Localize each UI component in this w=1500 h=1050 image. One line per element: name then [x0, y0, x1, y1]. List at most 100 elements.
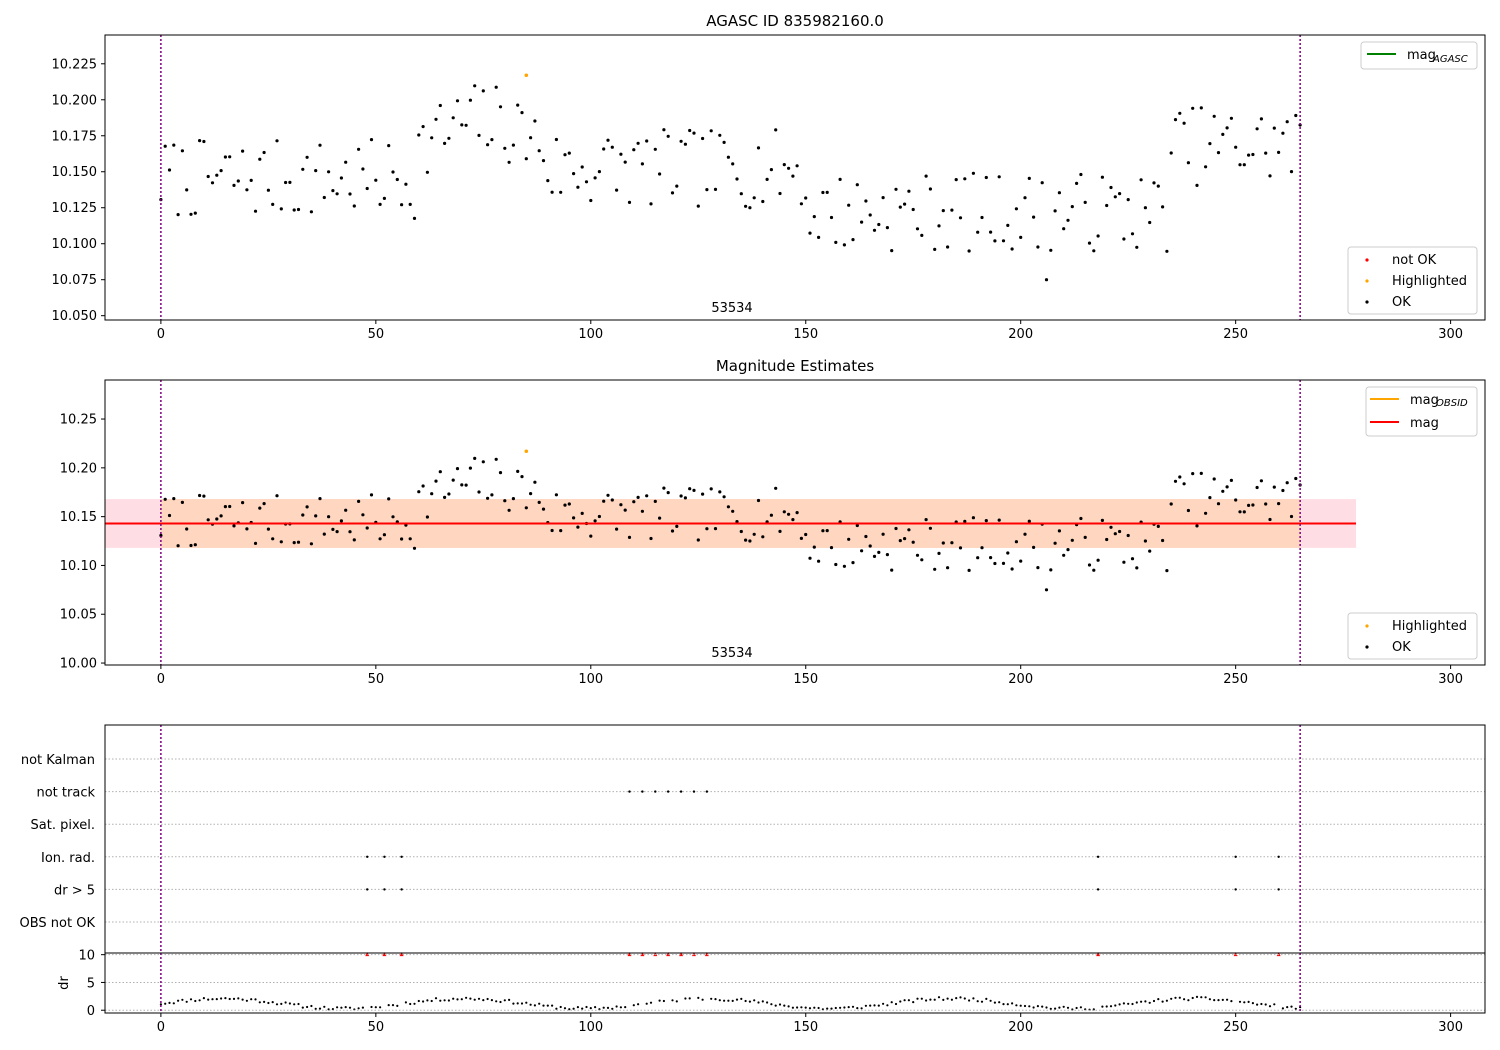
data-point-ok [1006, 223, 1010, 227]
data-point-ok [1199, 106, 1203, 110]
data-point-ok [202, 139, 206, 144]
plot-background [159, 35, 1302, 320]
x-tick-label: 0 [157, 327, 165, 342]
data-point-ok [507, 160, 511, 164]
dr-point [263, 1000, 266, 1004]
data-point-ok [825, 529, 829, 533]
dr-point [594, 1006, 597, 1009]
data-point-ok [679, 139, 683, 143]
data-point-ok [915, 227, 920, 231]
data-point-ok [580, 165, 584, 169]
data-point-ok [971, 516, 976, 520]
data-point-ok [791, 518, 795, 522]
dr-point [1127, 1002, 1130, 1005]
dr-point [224, 997, 227, 1000]
data-point-ok [1130, 232, 1135, 236]
dr-point [985, 997, 988, 1001]
data-point-ok [309, 210, 313, 214]
dr-point [925, 999, 928, 1002]
data-point-ok [511, 497, 515, 501]
data-point-ok [206, 518, 210, 522]
data-point-ok [305, 155, 309, 159]
data-point-ok [387, 497, 391, 501]
data-point-ok [1062, 553, 1066, 557]
dr-point [1019, 1004, 1022, 1007]
data-point-ok [567, 151, 571, 155]
data-point-ok [1019, 235, 1023, 239]
data-point-ok [1109, 525, 1113, 529]
data-point-ok [885, 553, 890, 557]
dr-point [232, 997, 236, 1001]
data-point-ok [907, 189, 911, 193]
data-point-ok [430, 492, 434, 496]
data-point-ok [412, 546, 417, 550]
dr-point [1161, 1000, 1164, 1003]
dr-point [1178, 996, 1181, 999]
data-point-ok [898, 205, 902, 209]
data-point-ok [292, 541, 296, 545]
data-point-ok [430, 136, 434, 140]
dr-point [662, 999, 666, 1003]
data-point-ok [675, 524, 679, 529]
data-point-ok [610, 498, 614, 502]
data-point-ok [627, 200, 632, 204]
data-point-ok [589, 534, 593, 538]
data-point-ok [903, 202, 907, 206]
data-point-ok [167, 513, 172, 518]
legend-mag-lines: mag OBSID mag [1365, 386, 1478, 437]
dr-point [559, 1005, 562, 1009]
data-point-ok [640, 162, 645, 166]
data-point-ok [1079, 516, 1083, 521]
data-point-ok [842, 243, 847, 247]
legend-points-panel2: Highlighted OK [1347, 612, 1478, 660]
data-point-ok [339, 519, 343, 523]
data-point-ok [572, 172, 576, 176]
legend-label-highlighted: Highlighted [1392, 619, 1467, 634]
dr-point [968, 999, 971, 1002]
data-point-ok [653, 147, 657, 151]
data-point-ok [812, 215, 816, 219]
dr-point [1286, 1006, 1289, 1009]
x-tick-label: 150 [793, 672, 818, 687]
data-point-ok [1057, 529, 1061, 533]
dr-point [572, 1007, 575, 1010]
dr-point [1066, 1006, 1070, 1009]
data-point-ok [1010, 247, 1014, 251]
data-point-ok [339, 176, 343, 180]
magnitude-estimates-panel: Magnitude Estimates 53534 mag OBSID mag … [60, 357, 1486, 687]
data-point-ok [172, 497, 176, 501]
data-point-ok [167, 168, 172, 172]
flag-point [628, 790, 631, 793]
data-point-ok [361, 167, 365, 171]
dr-point [856, 1007, 859, 1010]
data-point-ok [984, 175, 988, 180]
data-point-ok [1126, 198, 1130, 202]
dr-point [1217, 999, 1220, 1002]
data-point-ok [1062, 227, 1066, 231]
data-point-ok [838, 177, 842, 181]
data-point-ok [950, 208, 954, 212]
flags-panel: not Kalman not track Sat. pixel. Ion. rad. d… [20, 724, 1486, 1035]
data-point-ok [1010, 567, 1014, 571]
dr-point [374, 1006, 377, 1009]
data-point-ok [344, 160, 348, 164]
dr-point [297, 1002, 300, 1006]
dr-point [624, 1006, 627, 1009]
data-point-ok [1118, 192, 1122, 196]
dr-point [177, 999, 180, 1002]
data-point-ok [606, 493, 610, 497]
data-point-ok [159, 533, 163, 538]
x-tick-label: 100 [578, 1020, 603, 1035]
data-point-ok [752, 532, 756, 536]
data-point-ok [185, 188, 189, 192]
flag-point [654, 790, 657, 793]
flag-point [679, 790, 683, 793]
dr-point [989, 999, 992, 1002]
data-point-ok [688, 128, 692, 133]
data-point-ok [395, 177, 399, 182]
dr-point [1049, 1007, 1052, 1011]
dr-point [615, 1005, 618, 1008]
dr-point [933, 998, 936, 1001]
data-point-ok [460, 483, 464, 487]
flag-point [641, 790, 644, 793]
